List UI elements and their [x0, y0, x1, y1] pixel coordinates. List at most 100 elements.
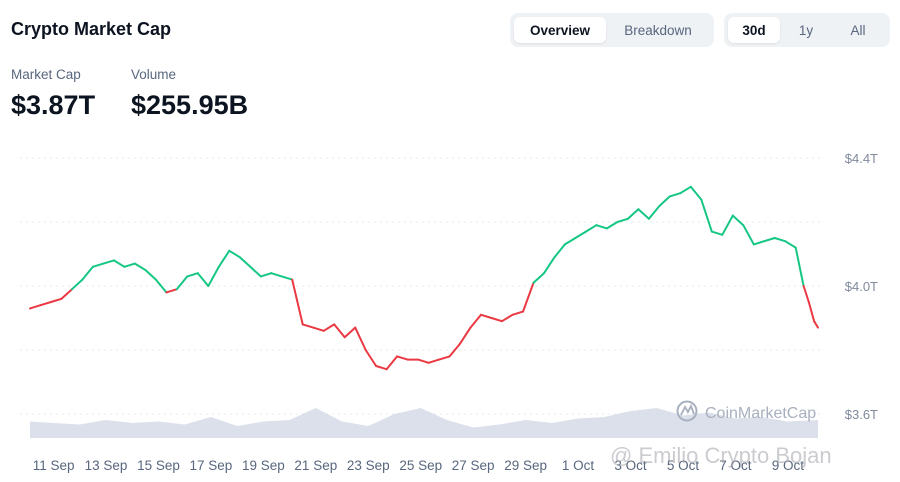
line-segment: [543, 256, 556, 275]
line-segment: [322, 323, 336, 332]
line-segment: [647, 205, 661, 220]
market-cap-label: Market Cap: [11, 67, 81, 82]
line-segment: [689, 185, 703, 201]
line-segment: [123, 262, 136, 268]
line-segment: [574, 230, 587, 239]
line-segment: [249, 265, 262, 278]
line-segment: [186, 272, 199, 278]
line-segment: [532, 272, 545, 284]
x-tick-label: 5 Oct: [667, 458, 700, 473]
x-axis: 11 Sep 13 Sep 15 Sep 17 Sep 19 Sep 21 Sep 23 S…: [33, 458, 805, 473]
volume-area: [30, 408, 818, 438]
line-segment: [312, 326, 325, 332]
x-tick-label: 13 Sep: [85, 458, 128, 473]
line-segment: [742, 224, 755, 246]
line-segment: [259, 272, 273, 278]
line-segment: [343, 326, 357, 339]
range-toggle: 30d 1y All: [724, 13, 890, 47]
range-1y-button[interactable]: 1y: [780, 17, 832, 43]
x-tick-label: 25 Sep: [399, 458, 442, 473]
line-segment: [154, 278, 168, 294]
line-segment: [133, 262, 147, 271]
line-segment: [207, 265, 220, 287]
line-segment: [280, 275, 294, 281]
line-segment: [459, 326, 472, 345]
line-segment: [553, 243, 566, 259]
grid-lines: [20, 157, 824, 415]
line-segment: [731, 214, 745, 227]
line-segment: [784, 240, 797, 249]
line-segment: [605, 221, 619, 230]
y-tick-label: $4.0T: [845, 279, 878, 294]
y-tick-label: $3.6T: [845, 407, 878, 422]
x-tick-label: 11 Sep: [33, 458, 75, 473]
line-segment: [448, 342, 462, 358]
line-segment: [291, 278, 304, 326]
line-segment: [238, 256, 252, 268]
line-segment: [60, 288, 73, 300]
volume-label: Volume: [131, 67, 177, 82]
x-tick-label: 29 Sep: [504, 458, 547, 473]
x-tick-label: 15 Sep: [137, 458, 180, 473]
line-segment: [626, 208, 640, 220]
line-segment: [511, 310, 524, 316]
line-segment: [427, 358, 441, 364]
line-segment: [794, 246, 805, 287]
line-segment: [102, 259, 115, 265]
y-axis: $4.4T $4.0T $3.6T: [845, 151, 878, 422]
line-segment: [354, 326, 367, 351]
y-tick-label: $4.4T: [845, 151, 878, 166]
line-segment: [679, 185, 692, 195]
line-segment: [480, 313, 493, 319]
line-segment: [563, 237, 577, 246]
market-cap-value: $3.87T: [11, 90, 96, 120]
x-tick-label: 23 Sep: [347, 458, 390, 473]
line-segment: [668, 192, 682, 198]
line-segment: [813, 320, 819, 329]
page-title: Crypto Market Cap: [11, 19, 172, 39]
range-all-button[interactable]: All: [832, 17, 884, 43]
line-segment: [228, 249, 241, 259]
x-tick-label: 3 Oct: [614, 458, 647, 473]
x-tick-label: 1 Oct: [562, 458, 595, 473]
line-segment: [144, 269, 157, 281]
line-segment: [752, 240, 766, 246]
line-segment: [333, 323, 346, 339]
line-segment: [595, 224, 608, 230]
line-segment: [807, 301, 816, 323]
line-segment: [396, 355, 409, 361]
line-segment: [385, 355, 399, 371]
line-segment: [490, 317, 503, 323]
line-segment: [522, 281, 535, 313]
line-segment: [763, 237, 776, 243]
line-segment: [700, 198, 713, 233]
overlay-watermark: @ Emilio Crypto Bojan: [610, 443, 832, 468]
market-cap-line: [29, 185, 819, 371]
view-toggle: Overview Breakdown: [510, 13, 714, 47]
x-tick-label: 17 Sep: [190, 458, 233, 473]
x-tick-label: 19 Sep: [242, 458, 285, 473]
tab-overview[interactable]: Overview: [514, 17, 606, 43]
line-segment: [438, 355, 451, 361]
line-segment: [637, 208, 650, 220]
coinmarketcap-watermark: CoinMarketCap: [705, 405, 816, 422]
line-segment: [81, 265, 94, 281]
line-segment: [50, 297, 63, 303]
volume-value: $255.95B: [131, 90, 249, 120]
line-segment: [301, 323, 315, 329]
line-segment: [721, 214, 734, 236]
range-30d-button[interactable]: 30d: [728, 17, 780, 43]
x-tick-label: 7 Oct: [719, 458, 752, 473]
line-segment: [584, 224, 598, 233]
line-segment: [91, 262, 105, 268]
tab-breakdown[interactable]: Breakdown: [606, 17, 710, 43]
line-segment: [196, 272, 210, 287]
line-segment: [270, 272, 283, 278]
line-segment: [773, 237, 787, 243]
volume-area-shape: [30, 408, 818, 438]
line-segment: [175, 275, 189, 291]
line-segment: [417, 358, 430, 364]
line-segment: [469, 313, 482, 329]
coinmarketcap-logo: CoinMarketCap: [676, 400, 816, 422]
